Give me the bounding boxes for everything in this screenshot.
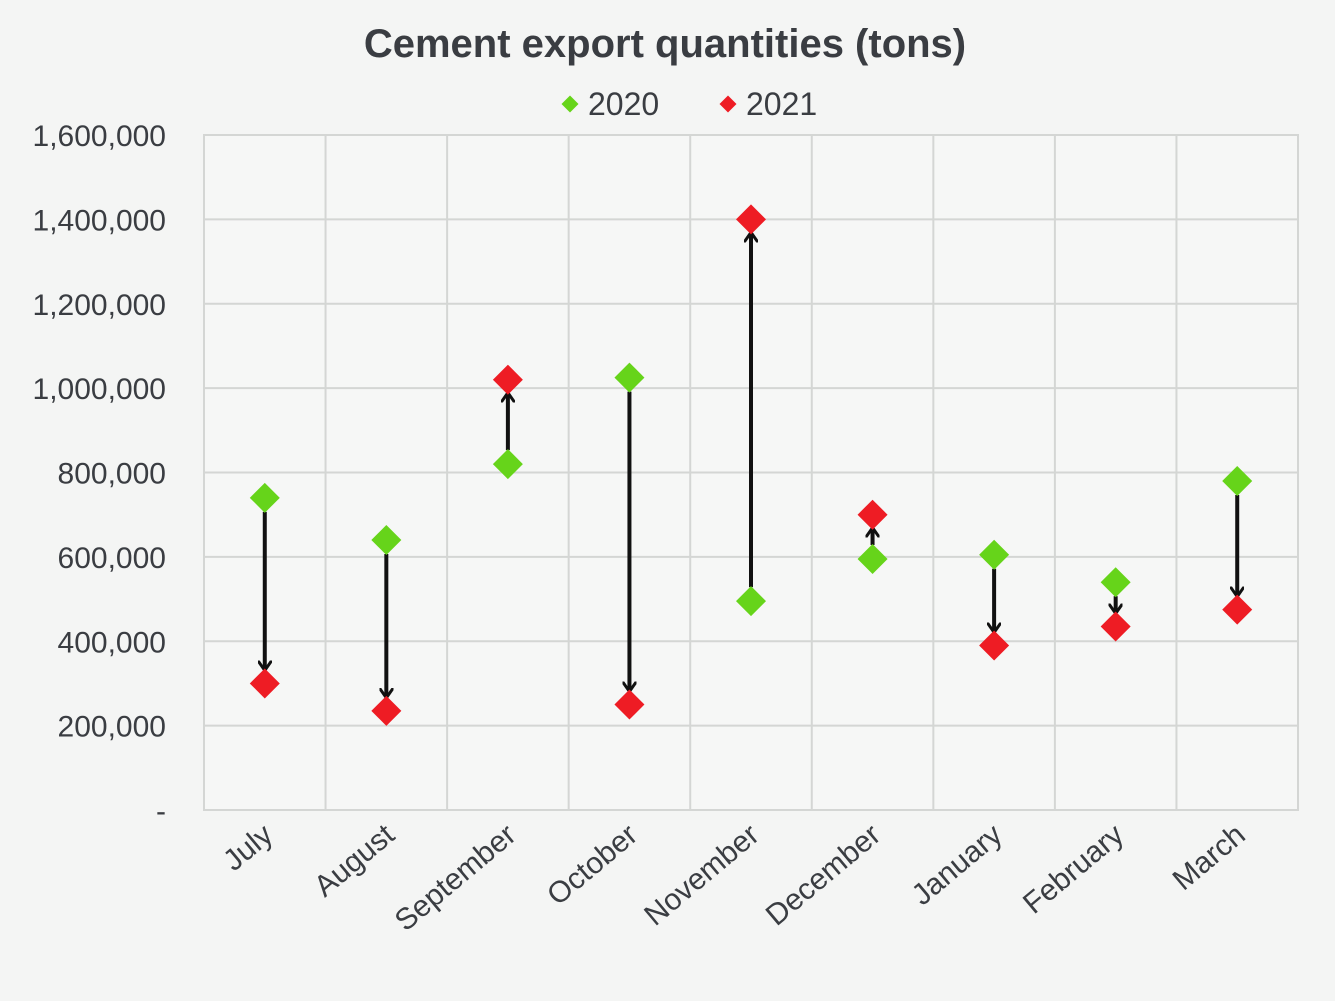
data-point-2021 — [249, 668, 280, 699]
data-point-2021 — [857, 499, 888, 530]
data-point-2021 — [371, 695, 402, 726]
change-arrows — [265, 233, 1237, 696]
legend-marker-2020 — [561, 95, 579, 113]
data-point-2021 — [492, 364, 523, 395]
data-point-2021 — [614, 689, 645, 720]
y-axis: - 200,000 400,000 600,000 800,000 1,000,000 1,… — [33, 120, 166, 828]
data-points — [249, 204, 1253, 726]
y-tick-label: 1,400,000 — [33, 204, 166, 237]
legend-marker-2021 — [719, 95, 737, 113]
data-point-2020 — [249, 482, 280, 513]
data-point-2020 — [614, 362, 645, 393]
y-tick-label: 800,000 — [58, 458, 166, 491]
chart-title: Cement export quantities (tons) — [364, 22, 966, 66]
data-point-2020 — [1100, 567, 1131, 598]
legend-label-2020: 2020 — [588, 86, 659, 122]
data-point-2020 — [979, 539, 1010, 570]
data-point-2020 — [492, 449, 523, 480]
grid — [204, 134, 1298, 810]
data-point-2021 — [979, 630, 1010, 661]
y-tick-label: - — [156, 795, 166, 828]
data-point-2020 — [1222, 465, 1253, 496]
data-point-2021 — [736, 204, 766, 235]
data-point-2020 — [736, 586, 766, 617]
data-point-2021 — [1222, 594, 1253, 625]
data-point-2020 — [857, 543, 888, 574]
data-point-2021 — [1100, 611, 1131, 642]
legend: 2020 2021 — [561, 86, 817, 122]
y-tick-label: 1,600,000 — [33, 120, 166, 153]
y-tick-label: 400,000 — [58, 626, 166, 659]
y-tick-label: 1,000,000 — [33, 373, 166, 406]
y-tick-label: 200,000 — [58, 711, 166, 744]
legend-label-2021: 2021 — [746, 86, 817, 122]
y-tick-label: 600,000 — [58, 542, 166, 575]
y-tick-label: 1,200,000 — [33, 289, 166, 322]
data-point-2020 — [371, 525, 402, 555]
